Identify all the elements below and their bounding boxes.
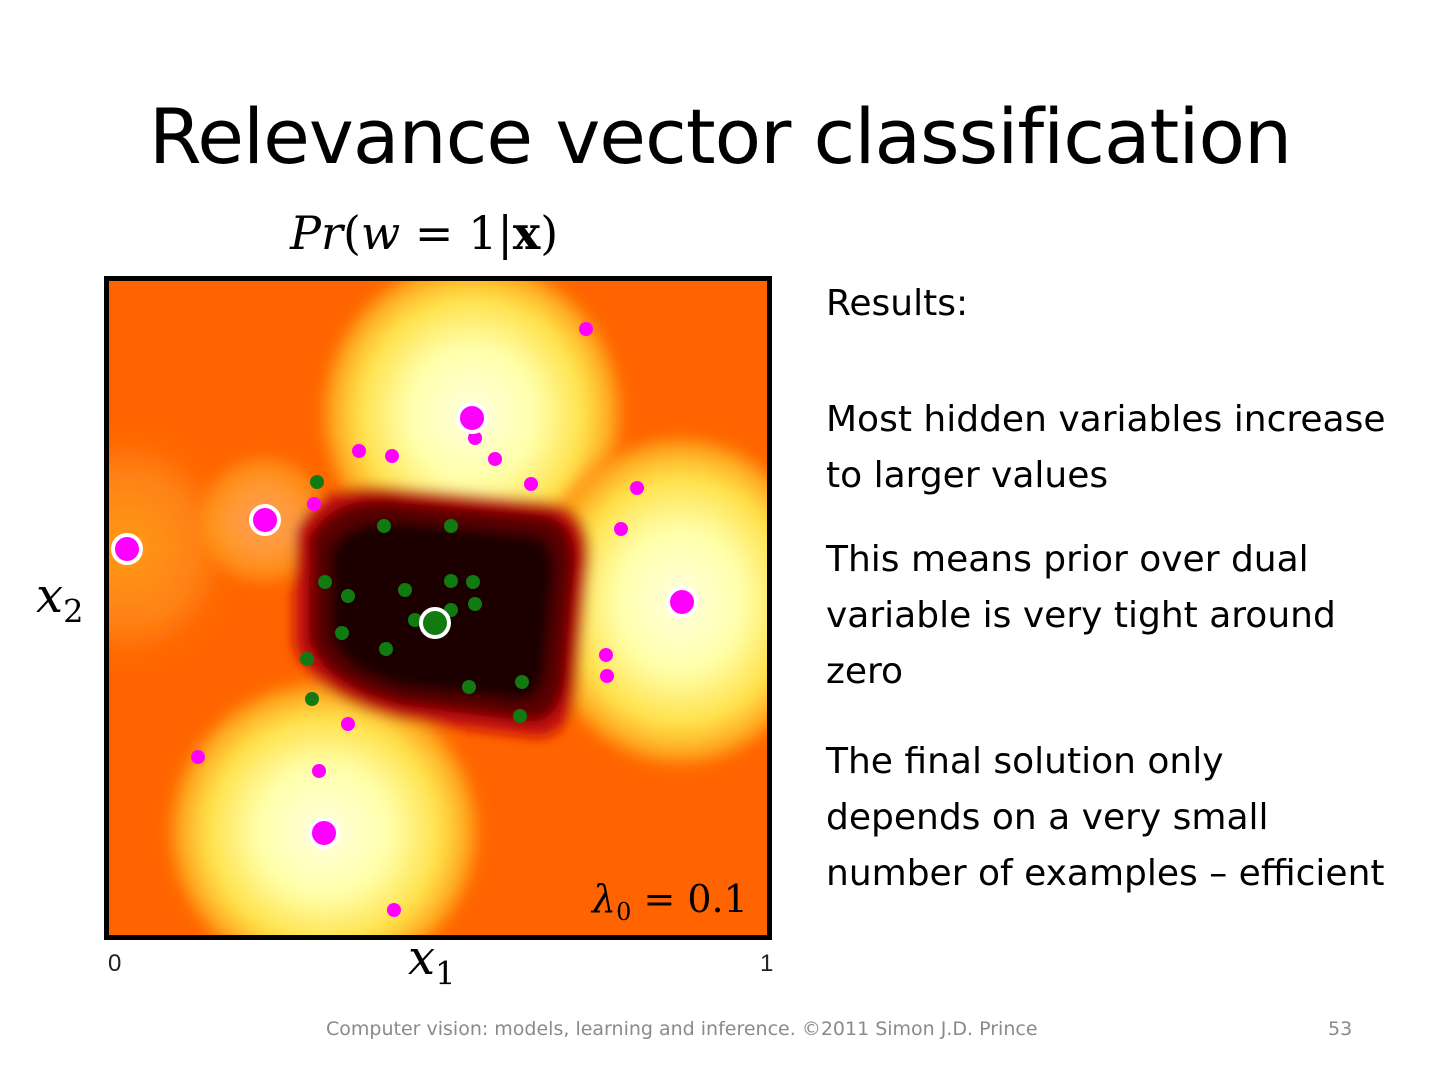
x-axis-subscript: 1 [435,954,456,993]
glow-right [525,426,772,776]
lambda-subscript: 0 [616,898,631,926]
plot-frame [104,276,772,940]
pink-point [385,449,399,463]
green-point [468,597,482,611]
x-tick-max: 1 [760,950,774,977]
pink-point [524,477,538,491]
results-paragraph-1: Most hidden variables increase to larger… [826,399,1386,496]
green-point [398,583,412,597]
relevance-vectors [111,402,698,849]
green-point [515,675,529,689]
results-paragraph-2: This means prior over dual variable is v… [826,539,1336,692]
glow-bottom-left [159,671,489,940]
y-axis-subscript: 2 [63,592,84,631]
relevance-vector-pink [666,586,698,618]
pink-point [599,648,613,662]
x-tick-min: 0 [108,950,122,977]
green-point [305,692,319,706]
pink-point [191,750,205,764]
pink-point [468,431,482,445]
relevance-vector-pink [308,817,340,849]
results-heading: Results: [826,283,969,324]
results-paragraph-3: The final solution only depends on a ver… [826,741,1385,894]
green-point [513,709,527,723]
green-point [444,519,458,533]
pink-point [630,481,644,495]
green-points [300,475,529,723]
probability-heatmap: λ0 = 0.1 [104,276,772,940]
x-axis-label: x1 [408,930,455,993]
green-point [444,574,458,588]
relevance-vector-pink [111,533,143,565]
lambda-value: = 0.1 [631,877,747,921]
pink-point [488,452,502,466]
formula-open-paren: ( [342,206,361,260]
pink-point [312,764,326,778]
green-point [466,575,480,589]
formula-close-paren: ) [540,206,559,260]
heatmap-field [104,276,772,940]
x-axis-var: x [408,930,436,986]
green-point [462,680,476,694]
formula-w: w [360,206,401,260]
y-axis-label: x2 [36,568,83,631]
formula-pr: Pr [290,206,343,260]
pink-point [387,903,401,917]
y-axis-var: x [36,568,64,624]
pink-point [614,522,628,536]
pink-points [191,322,644,917]
lambda-symbol: λ [590,877,616,921]
probability-formula: Pr(w = 1|x) [290,206,558,260]
pink-point [341,717,355,731]
green-point [408,613,422,627]
green-point [377,519,391,533]
pink-point [352,444,366,458]
green-point [341,589,355,603]
slide-footer: Computer vision: models, learning and in… [326,1018,1038,1040]
green-point [335,626,349,640]
green-point [318,575,332,589]
pink-point [307,497,321,511]
relevance-vector-pink [456,402,488,434]
green-point [379,642,393,656]
relevance-vector-pink [249,504,281,536]
pink-point [579,322,593,336]
page-number: 53 [1328,1018,1353,1040]
lambda-annotation: λ0 = 0.1 [590,877,748,926]
formula-equals: = 1| [400,206,513,260]
green-point [300,652,314,666]
green-point [310,475,324,489]
formula-x: x [512,206,541,260]
relevance-vector-green [419,607,451,639]
pink-point [600,669,614,683]
slide-title: Relevance vector classification [148,92,1292,181]
